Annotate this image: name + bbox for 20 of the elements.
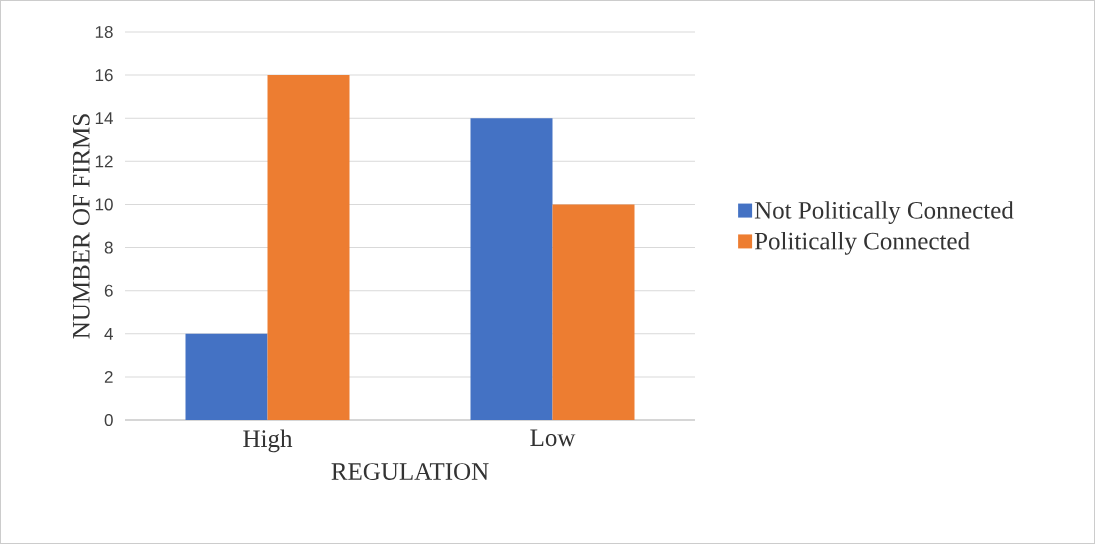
y-tick-label: 18 xyxy=(95,25,113,39)
x-tick-label: High xyxy=(243,429,293,453)
legend-label: Not Politically Connected xyxy=(754,201,1014,224)
bar xyxy=(552,204,635,420)
bar xyxy=(185,333,268,420)
bar xyxy=(267,75,350,420)
y-axis-title: NUMBER OF FIRMS xyxy=(72,114,90,339)
y-tick-label: 8 xyxy=(104,241,113,254)
bar xyxy=(470,118,553,420)
y-tick-label: 14 xyxy=(95,112,113,125)
x-axis-title: REGULATION xyxy=(331,463,489,480)
x-tick-label: Low xyxy=(530,429,576,447)
y-tick-label: 6 xyxy=(104,284,113,297)
y-tick-label: 0 xyxy=(104,413,113,427)
y-tick-label: 4 xyxy=(104,327,113,340)
y-tick-label: 16 xyxy=(95,69,113,82)
legend-label: Politically Connected xyxy=(754,232,970,255)
y-tick-label: 10 xyxy=(95,198,113,211)
y-tick-label: 2 xyxy=(104,370,113,383)
y-tick-label: 12 xyxy=(95,155,113,168)
